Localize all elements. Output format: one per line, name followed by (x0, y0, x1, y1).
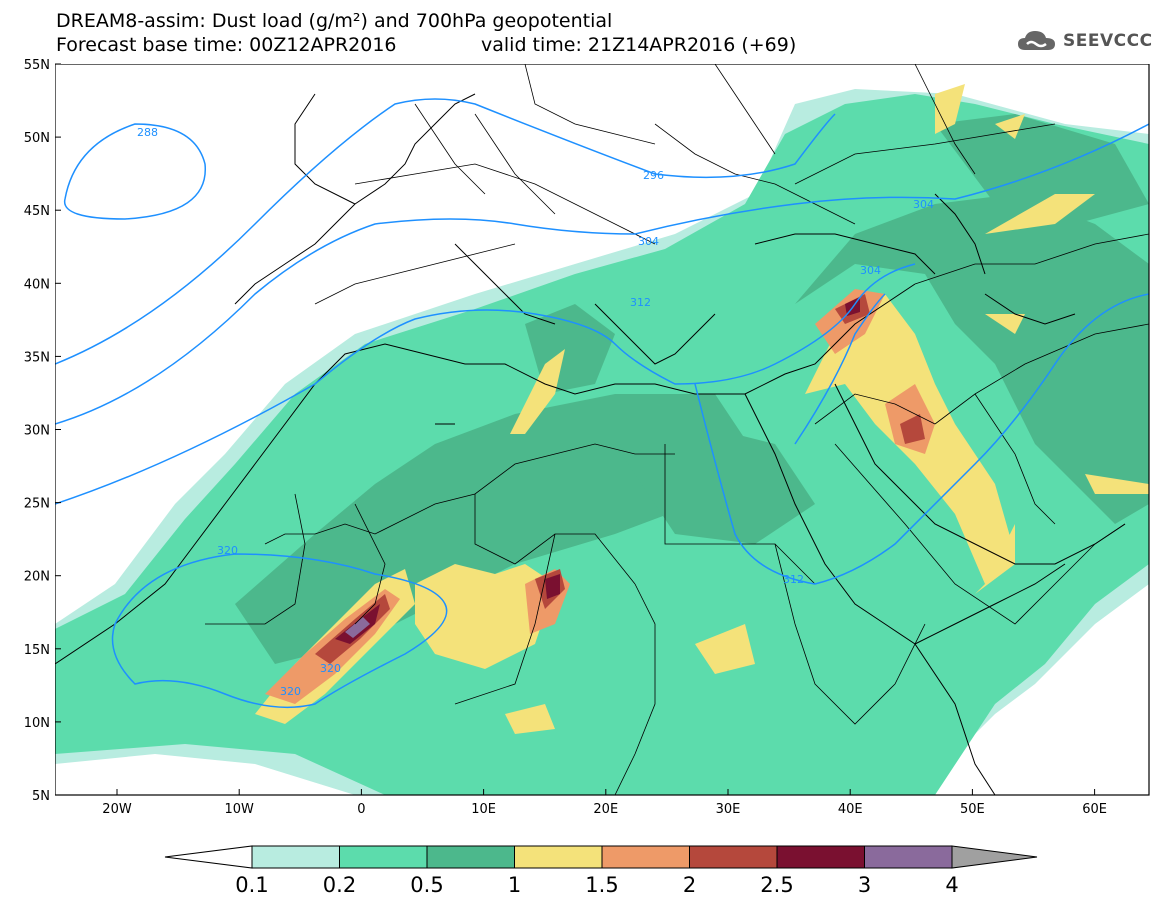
lon-axis: 20W 10W 0 10E 20E 30E 40E 50E 60E (102, 789, 1107, 817)
lon-label-60E: 60E (1082, 802, 1107, 817)
colorbar-box (514, 845, 603, 869)
lat-label-25N: 25N (24, 497, 50, 512)
lon-label-30E: 30E (716, 802, 741, 817)
map-axes: 55N 50N 45N 40N 35N 30N 25N 20N 15N 10N 5N 20W 10W 0… (24, 58, 1107, 817)
colorbar-label-2: 2 (683, 873, 696, 897)
lon-label-20W: 20W (102, 802, 132, 817)
lat-label-15N: 15N (24, 643, 50, 658)
logo-text: SEEVCCC (1063, 31, 1153, 51)
colorbar-box (251, 845, 340, 869)
contour-label-320c: 320 (280, 685, 301, 698)
colorbar-label-4: 4 (945, 873, 958, 897)
lon-label-40E: 40E (838, 802, 863, 817)
coastlines (55, 93, 1126, 795)
colorbar-arrow-right (951, 845, 1038, 869)
contour-label-288: 288 (137, 126, 158, 139)
colorbar-label-0.1: 0.1 (235, 873, 268, 897)
contour-label-304: 304 (638, 235, 659, 248)
contour-labels: 288 296 304 312 320 320 320 304 304 312 (137, 126, 934, 698)
colorbar-box (339, 845, 428, 869)
colorbar: 0.1 0.2 0.5 1 1.5 2 2.5 3 4 (164, 845, 1038, 897)
colorbar-label-0.5: 0.5 (410, 873, 443, 897)
lat-label-20N: 20N (24, 570, 50, 585)
cloud-icon (1018, 31, 1055, 50)
colorbar-label-1.5: 1.5 (585, 873, 618, 897)
colorbar-label-3: 3 (858, 873, 871, 897)
lat-label-10N: 10N (24, 716, 50, 731)
seevccc-logo: SEEVCCC (1017, 28, 1153, 54)
lon-label-10E: 10E (471, 802, 496, 817)
contour-label-312: 312 (783, 573, 804, 586)
lat-label-30N: 30N (24, 424, 50, 439)
lat-axis: 55N 50N 45N 40N 35N 30N 25N 20N 15N 10N 5N (24, 58, 61, 804)
contour-label-312b: 312 (630, 296, 651, 309)
dust-map: 288 296 304 312 320 320 320 304 304 312 (55, 64, 1150, 796)
colorbar-box (689, 845, 778, 869)
title-line-2: Forecast base time: 00Z12APR2016 valid ti… (56, 34, 796, 56)
colorbar-box (601, 845, 690, 869)
lat-label-45N: 45N (24, 204, 50, 219)
colorbar-label-2.5: 2.5 (760, 873, 793, 897)
contour-label-304b: 304 (860, 264, 881, 277)
lat-label-55N: 55N (24, 58, 50, 73)
contour-label-304c: 304 (913, 198, 934, 211)
dust-region-3 (345, 617, 370, 638)
colorbar-box (864, 845, 953, 869)
contour-label-320a: 320 (217, 544, 238, 557)
colorbar-label-1: 1 (508, 873, 521, 897)
lon-label-10W: 10W (224, 802, 254, 817)
geopotential-contours (55, 98, 1149, 709)
colorbar-arrow-left (164, 845, 253, 869)
lat-label-5N: 5N (32, 789, 50, 804)
colorbar-labels: 0.1 0.2 0.5 1 1.5 2 2.5 3 4 (235, 873, 958, 897)
contour-label-296: 296 (643, 169, 664, 182)
colorbar-box (426, 845, 515, 869)
valid-time: valid time: 21Z14APR2016 (+69) (481, 34, 797, 56)
map-frame (55, 64, 1150, 796)
lon-label-20E: 20E (593, 802, 618, 817)
lat-label-40N: 40N (24, 277, 50, 292)
country-borders (205, 64, 1149, 795)
lat-label-35N: 35N (24, 350, 50, 365)
title-line-1: DREAM8-assim: Dust load (g/m²) and 700hP… (56, 10, 613, 32)
colorbar-boxes (164, 845, 1038, 869)
colorbar-label-0.2: 0.2 (323, 873, 356, 897)
base-time: Forecast base time: 00Z12APR2016 (56, 34, 397, 56)
lon-label-50E: 50E (960, 802, 985, 817)
lon-label-0: 0 (357, 802, 365, 817)
lat-label-50N: 50N (24, 131, 50, 146)
contour-label-320b: 320 (320, 662, 341, 675)
colorbar-box (776, 845, 865, 869)
